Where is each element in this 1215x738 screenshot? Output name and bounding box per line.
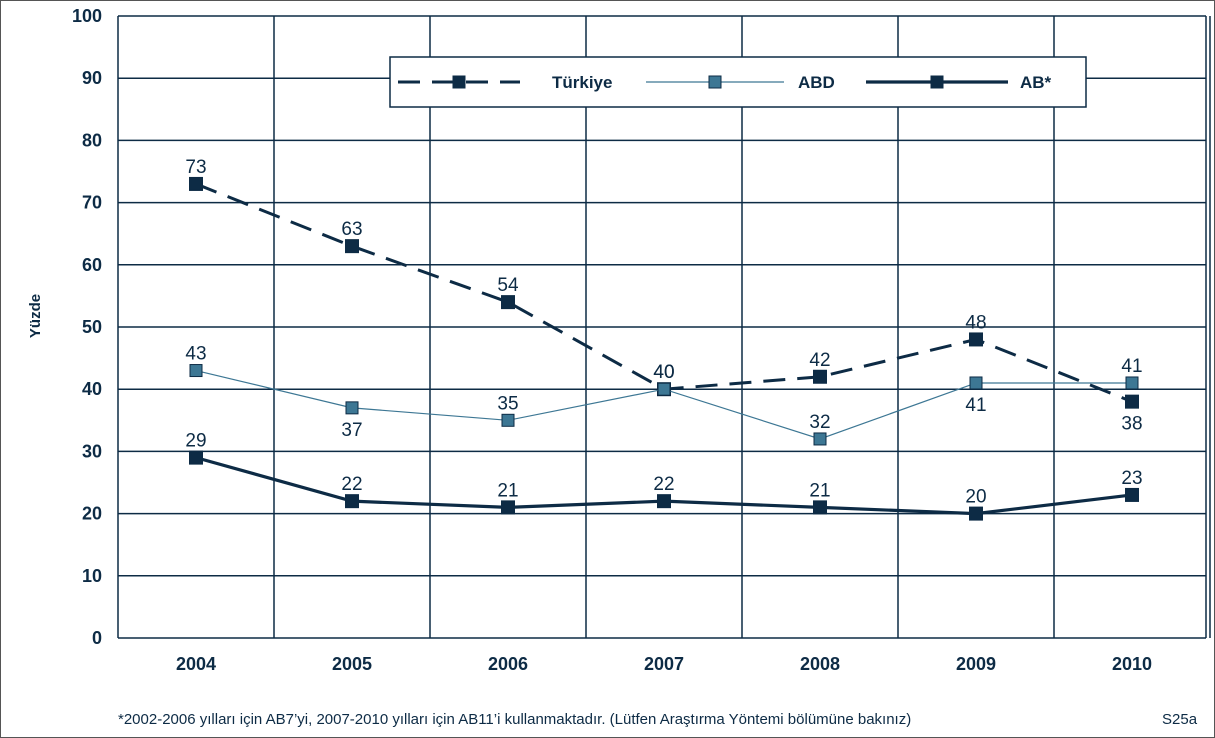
data-label: 20	[965, 487, 986, 508]
data-label: 41	[1121, 356, 1142, 377]
data-point	[657, 382, 671, 396]
data-point	[657, 494, 671, 509]
data-label: 21	[497, 480, 518, 501]
data-point	[969, 506, 983, 521]
x-tick-label: 2010	[1112, 654, 1152, 674]
x-tick-label: 2009	[956, 654, 996, 674]
data-label: 41	[965, 395, 986, 416]
data-point	[969, 332, 983, 347]
legend-label: AB*	[1020, 73, 1052, 92]
x-tick-label: 2007	[644, 654, 684, 674]
x-tick-label: 2008	[800, 654, 840, 674]
data-label: 22	[341, 474, 362, 495]
data-point	[813, 369, 827, 384]
data-point	[189, 364, 203, 378]
y-tick-label: 0	[92, 628, 102, 648]
y-tick-label: 40	[82, 379, 102, 399]
footnote: *2002-2006 yılları için AB7’yi, 2007-201…	[118, 711, 912, 728]
data-point	[501, 413, 515, 427]
data-point	[189, 450, 203, 465]
legend-label: ABD	[798, 73, 835, 92]
y-tick-label: 100	[72, 6, 102, 26]
data-label: 43	[185, 344, 206, 365]
y-tick-label: 60	[82, 255, 102, 275]
data-label: 73	[185, 157, 206, 178]
data-point	[813, 432, 827, 446]
legend-marker-2	[930, 75, 944, 89]
data-label: 38	[1121, 414, 1142, 435]
data-point	[1125, 376, 1139, 390]
legend-marker-1	[708, 75, 722, 89]
data-label: 48	[965, 312, 986, 333]
y-tick-label: 30	[82, 441, 102, 461]
data-point	[345, 401, 359, 415]
data-point	[345, 239, 359, 254]
data-label: 40	[653, 362, 674, 383]
y-tick-label: 20	[82, 504, 102, 524]
y-tick-label: 10	[82, 566, 102, 586]
data-label: 63	[341, 219, 362, 240]
data-label: 32	[809, 412, 830, 433]
data-point	[345, 494, 359, 509]
data-label: 23	[1121, 468, 1142, 489]
y-tick-label: 80	[82, 130, 102, 150]
y-axis-label: Yüzde	[27, 294, 44, 338]
source-code: S25a	[1162, 711, 1198, 728]
x-tick-label: 2005	[332, 654, 372, 674]
data-label: 35	[497, 393, 518, 414]
data-point	[969, 376, 983, 390]
data-label: 22	[653, 474, 674, 495]
x-tick-label: 2004	[176, 654, 216, 674]
x-tick-label: 2006	[488, 654, 528, 674]
data-label: 42	[809, 350, 830, 371]
data-point	[813, 500, 827, 515]
y-tick-label: 90	[82, 68, 102, 88]
legend-marker-0	[452, 75, 466, 89]
y-tick-label: 70	[82, 193, 102, 213]
legend-label: Türkiye	[552, 73, 612, 92]
data-point	[189, 176, 203, 191]
data-label: 37	[341, 420, 362, 441]
data-label: 54	[497, 275, 519, 296]
data-point	[501, 295, 515, 310]
data-label: 29	[185, 431, 206, 452]
data-point	[501, 500, 515, 515]
y-tick-label: 50	[82, 317, 102, 337]
data-point	[1125, 487, 1139, 502]
data-label: 21	[809, 480, 830, 501]
data-point	[1125, 394, 1139, 409]
data-label: 40	[653, 362, 674, 383]
